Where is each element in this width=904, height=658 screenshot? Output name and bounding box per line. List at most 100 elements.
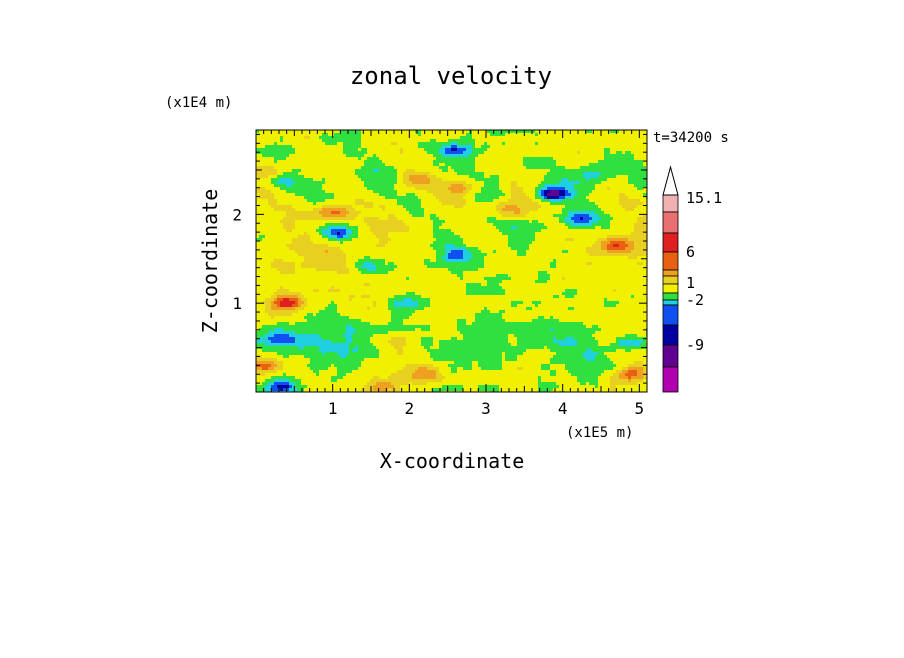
- heatmap-cell: [442, 175, 446, 179]
- heatmap-cell: [304, 190, 308, 194]
- heatmap-cell: [256, 166, 260, 170]
- heatmap-cell: [580, 205, 584, 209]
- heatmap-cell: [322, 133, 326, 137]
- heatmap-cell: [628, 130, 632, 134]
- heatmap-cell: [616, 139, 620, 143]
- heatmap-cell: [355, 178, 359, 182]
- heatmap-cell: [628, 196, 632, 200]
- heatmap-cell: [490, 163, 494, 167]
- heatmap-cell: [262, 211, 266, 215]
- heatmap-cell: [499, 184, 503, 188]
- heatmap-cell: [586, 211, 590, 215]
- heatmap-cell: [346, 202, 350, 206]
- heatmap-cell: [442, 196, 446, 200]
- heatmap-cell: [592, 163, 596, 167]
- heatmap-cell: [388, 217, 392, 221]
- heatmap-cell: [604, 130, 608, 134]
- heatmap-cell: [331, 154, 335, 158]
- heatmap-cell: [400, 151, 404, 155]
- heatmap-cell: [523, 196, 527, 200]
- heatmap-cell: [421, 142, 425, 146]
- heatmap-cell: [469, 166, 473, 170]
- heatmap-cell: [556, 229, 560, 233]
- heatmap-cell: [529, 163, 533, 167]
- heatmap-cell: [415, 193, 419, 197]
- heatmap-cell: [616, 211, 620, 215]
- heatmap-cell: [508, 202, 512, 206]
- heatmap-cell: [517, 181, 521, 185]
- heatmap-cell: [445, 184, 449, 188]
- heatmap-cell: [475, 208, 479, 212]
- heatmap-cell: [280, 130, 284, 134]
- heatmap-cell: [538, 175, 542, 179]
- heatmap-cell: [349, 193, 353, 197]
- heatmap-cell: [415, 217, 419, 221]
- heatmap-cell: [352, 220, 356, 224]
- heatmap-cell: [382, 226, 386, 230]
- heatmap-cell: [262, 244, 266, 248]
- heatmap-cell: [514, 205, 518, 209]
- heatmap-cell: [271, 148, 275, 152]
- heatmap-cell: [385, 175, 389, 179]
- heatmap-cell: [406, 160, 410, 164]
- heatmap-cell: [352, 175, 356, 179]
- heatmap-cell: [445, 232, 449, 236]
- heatmap-cell: [460, 184, 464, 188]
- heatmap-cell: [499, 154, 503, 158]
- heatmap-cell: [427, 202, 431, 206]
- heatmap-cell: [601, 151, 605, 155]
- heatmap-cell: [373, 205, 377, 209]
- heatmap-cell: [640, 133, 644, 137]
- heatmap-cell: [304, 163, 308, 167]
- heatmap-cell: [277, 145, 281, 149]
- heatmap-cell: [463, 148, 467, 152]
- heatmap-cell: [391, 235, 395, 239]
- heatmap-cell: [418, 190, 422, 194]
- heatmap-cell: [625, 223, 629, 227]
- heatmap-cell: [316, 142, 320, 146]
- heatmap-cell: [547, 154, 551, 158]
- heatmap-cell: [328, 238, 332, 242]
- heatmap-cell: [313, 223, 317, 227]
- heatmap-cell: [601, 214, 605, 218]
- heatmap-cell: [547, 139, 551, 143]
- heatmap-cell: [523, 241, 527, 245]
- heatmap-cell: [343, 223, 347, 227]
- heatmap-cell: [463, 226, 467, 230]
- heatmap-cell: [415, 154, 419, 158]
- heatmap-cell: [313, 136, 317, 140]
- heatmap-cell: [565, 142, 569, 146]
- heatmap-cell: [403, 142, 407, 146]
- heatmap-cell: [499, 202, 503, 206]
- heatmap-cell: [487, 229, 491, 233]
- heatmap-cell: [280, 229, 284, 233]
- heatmap-cell: [376, 151, 380, 155]
- heatmap-cell: [442, 166, 446, 170]
- heatmap-cell: [547, 169, 551, 173]
- heatmap-cell: [604, 199, 608, 203]
- heatmap-cell: [412, 172, 416, 176]
- heatmap-cell: [595, 208, 599, 212]
- heatmap-cell: [262, 181, 266, 185]
- heatmap-cell: [634, 223, 638, 227]
- heatmap-cell: [538, 208, 542, 212]
- heatmap-cell: [544, 232, 548, 236]
- heatmap-cell: [448, 196, 452, 200]
- heatmap-cell: [589, 151, 593, 155]
- heatmap-cell: [256, 163, 260, 167]
- heatmap-cell: [466, 175, 470, 179]
- heatmap-cell: [298, 166, 302, 170]
- heatmap-cell: [478, 184, 482, 188]
- heatmap-cell: [388, 193, 392, 197]
- heatmap-cell: [604, 160, 608, 164]
- heatmap-cell: [505, 223, 509, 227]
- heatmap-cell: [370, 223, 374, 227]
- heatmap-cell: [331, 226, 335, 230]
- heatmap-cell: [469, 136, 473, 140]
- heatmap-cell: [337, 181, 341, 185]
- heatmap-cell: [349, 226, 353, 230]
- heatmap-cell: [343, 220, 347, 224]
- heatmap-cell: [631, 199, 635, 203]
- heatmap-cell: [373, 154, 377, 158]
- heatmap-cell: [598, 181, 602, 185]
